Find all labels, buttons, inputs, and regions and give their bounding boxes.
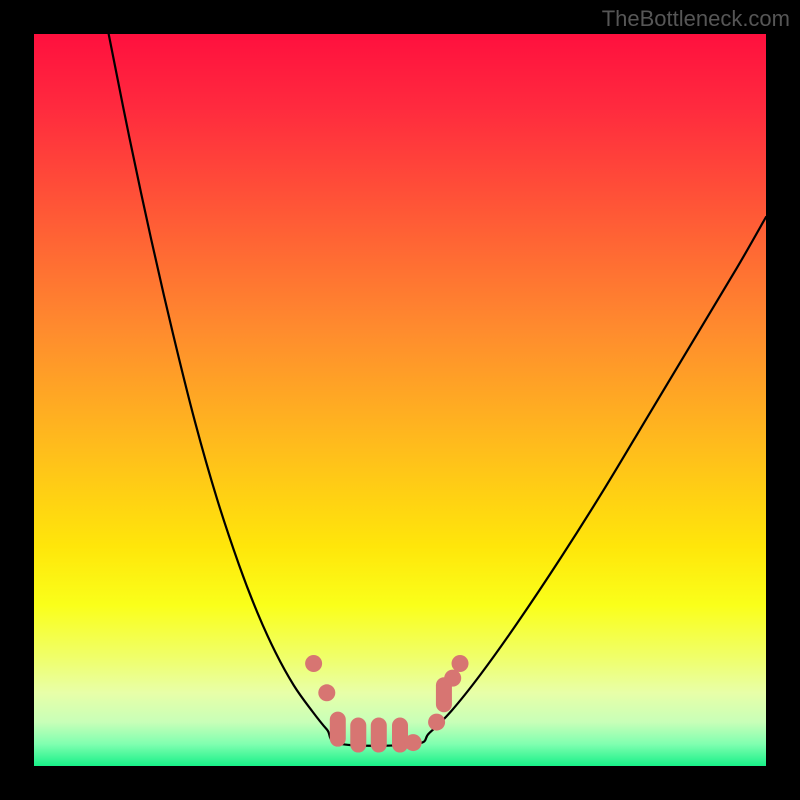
marker-dot: [428, 714, 445, 731]
chart-stage: TheBottleneck.com: [0, 0, 800, 800]
bottleneck-chart: [0, 0, 800, 800]
marker-dot: [452, 655, 469, 672]
plot-background: [34, 34, 766, 766]
marker-dot: [318, 684, 335, 701]
marker-bar: [371, 718, 387, 753]
marker-dot: [444, 670, 461, 687]
watermark-text: TheBottleneck.com: [602, 6, 790, 32]
marker-bar: [350, 718, 366, 753]
marker-dot: [305, 655, 322, 672]
marker-bar: [392, 718, 408, 753]
marker-dot: [405, 734, 422, 751]
marker-bar: [330, 712, 346, 747]
